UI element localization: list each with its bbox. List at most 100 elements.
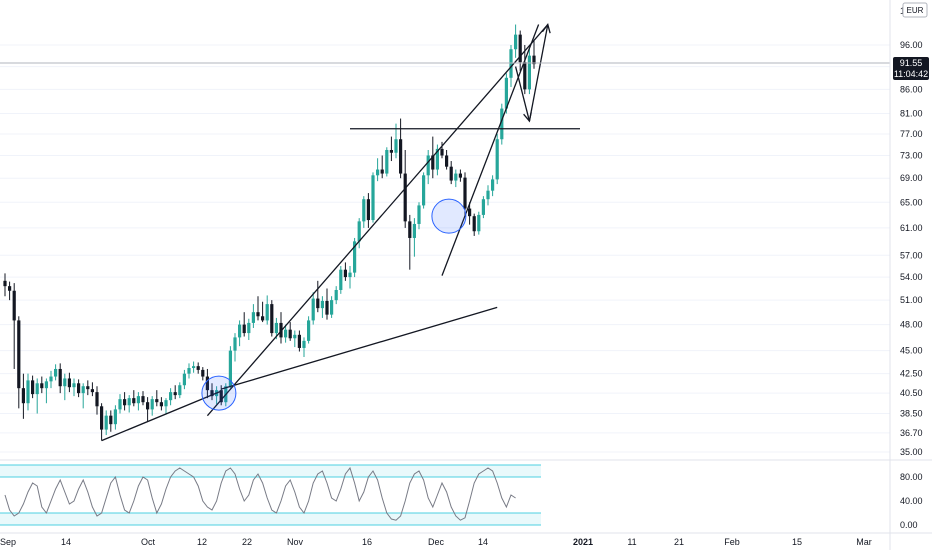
trendline[interactable] bbox=[221, 306, 498, 390]
candle-body[interactable] bbox=[44, 381, 48, 389]
stochastic-line[interactable] bbox=[4, 466, 516, 521]
candle-body[interactable] bbox=[109, 415, 113, 425]
candle-body[interactable] bbox=[3, 280, 7, 287]
time-axis[interactable]: Sep 14 Oct 12 22 Nov 16 Dec 14 2021 11 21 Feb 15 Mar bbox=[0, 537, 872, 547]
candle-body[interactable] bbox=[348, 272, 352, 278]
candle-body[interactable] bbox=[514, 34, 518, 50]
highlight-circle[interactable] bbox=[431, 198, 467, 234]
candle-body[interactable] bbox=[63, 378, 67, 387]
candle-body[interactable] bbox=[288, 329, 292, 339]
candle-body[interactable] bbox=[399, 139, 403, 174]
candle-body[interactable] bbox=[371, 175, 375, 221]
candle-body[interactable] bbox=[205, 376, 209, 391]
candle-body[interactable] bbox=[104, 415, 108, 430]
candle-body[interactable] bbox=[17, 320, 21, 389]
candle-body[interactable] bbox=[422, 175, 426, 206]
projection-arrow-shaft[interactable] bbox=[514, 66, 531, 122]
candles[interactable] bbox=[3, 24, 536, 441]
candle-body[interactable] bbox=[509, 49, 513, 78]
candle-body[interactable] bbox=[118, 399, 122, 410]
candle-body[interactable] bbox=[362, 199, 366, 222]
candle-body[interactable] bbox=[219, 390, 223, 403]
candle-body[interactable] bbox=[136, 396, 140, 404]
candle-body[interactable] bbox=[201, 369, 205, 377]
candle-body[interactable] bbox=[518, 34, 522, 63]
candle-body[interactable] bbox=[486, 190, 490, 200]
candle-body[interactable] bbox=[173, 392, 177, 396]
candle-body[interactable] bbox=[532, 55, 536, 65]
candle-body[interactable] bbox=[320, 300, 324, 309]
candle-body[interactable] bbox=[316, 298, 320, 309]
candle-body[interactable] bbox=[127, 398, 131, 406]
candle-body[interactable] bbox=[187, 368, 191, 374]
candle-body[interactable] bbox=[265, 304, 269, 321]
highlight-circle[interactable] bbox=[201, 375, 237, 411]
candle-body[interactable] bbox=[403, 173, 407, 222]
candle-body[interactable] bbox=[495, 139, 499, 180]
candle-body[interactable] bbox=[481, 199, 485, 215]
candle-body[interactable] bbox=[256, 312, 260, 317]
candle-body[interactable] bbox=[334, 289, 338, 301]
candle-body[interactable] bbox=[247, 322, 251, 334]
candle-body[interactable] bbox=[491, 179, 495, 191]
candle-body[interactable] bbox=[302, 340, 306, 348]
candle-body[interactable] bbox=[385, 149, 389, 174]
candle-body[interactable] bbox=[54, 368, 58, 377]
candle-body[interactable] bbox=[26, 380, 30, 404]
candle-body[interactable] bbox=[307, 320, 311, 341]
candle-body[interactable] bbox=[449, 166, 453, 181]
candle-body[interactable] bbox=[164, 400, 168, 407]
candle-body[interactable] bbox=[353, 241, 357, 273]
candle-body[interactable] bbox=[228, 350, 232, 387]
candle-body[interactable] bbox=[146, 402, 150, 410]
candle-body[interactable] bbox=[251, 312, 255, 323]
trendlines[interactable] bbox=[101, 23, 580, 442]
candle-body[interactable] bbox=[90, 389, 94, 393]
trendline[interactable] bbox=[206, 24, 549, 417]
candle-body[interactable] bbox=[463, 177, 467, 209]
candle-body[interactable] bbox=[159, 402, 163, 407]
candle-body[interactable] bbox=[100, 406, 104, 430]
candle-body[interactable] bbox=[261, 316, 265, 321]
candle-body[interactable] bbox=[95, 392, 99, 407]
candle-body[interactable] bbox=[113, 409, 117, 425]
candle-body[interactable] bbox=[141, 396, 145, 403]
candle-body[interactable] bbox=[242, 324, 246, 334]
candle-body[interactable] bbox=[233, 337, 237, 351]
candle-body[interactable] bbox=[477, 214, 481, 232]
candle-body[interactable] bbox=[182, 373, 186, 386]
candle-body[interactable] bbox=[21, 388, 25, 404]
candle-body[interactable] bbox=[311, 298, 315, 321]
candle-body[interactable] bbox=[293, 334, 297, 339]
candle-body[interactable] bbox=[155, 399, 159, 403]
candle-body[interactable] bbox=[527, 55, 531, 90]
candle-body[interactable] bbox=[330, 300, 334, 315]
candle-body[interactable] bbox=[504, 77, 508, 109]
candle-body[interactable] bbox=[67, 378, 71, 388]
highlight-circles[interactable] bbox=[201, 198, 467, 411]
candle-body[interactable] bbox=[435, 148, 439, 170]
candle-body[interactable] bbox=[380, 169, 384, 174]
candle-body[interactable] bbox=[445, 155, 449, 167]
candle-body[interactable] bbox=[389, 149, 393, 153]
candle-body[interactable] bbox=[284, 329, 288, 338]
candle-body[interactable] bbox=[58, 368, 62, 387]
candle-body[interactable] bbox=[366, 199, 370, 221]
candle-body[interactable] bbox=[178, 385, 182, 396]
candle-body[interactable] bbox=[440, 148, 444, 156]
candle-body[interactable] bbox=[150, 399, 154, 410]
candle-body[interactable] bbox=[325, 300, 329, 315]
stochastic-panel[interactable] bbox=[0, 464, 541, 526]
candle-body[interactable] bbox=[196, 366, 200, 370]
candle-body[interactable] bbox=[274, 322, 278, 334]
candle-body[interactable] bbox=[394, 139, 398, 153]
candle-body[interactable] bbox=[81, 386, 85, 394]
candle-body[interactable] bbox=[297, 334, 301, 348]
candle-body[interactable] bbox=[412, 223, 416, 238]
trendline[interactable] bbox=[441, 24, 540, 276]
candle-body[interactable] bbox=[192, 366, 196, 369]
candle-body[interactable] bbox=[270, 304, 274, 334]
candle-body[interactable] bbox=[31, 380, 35, 395]
candle-body[interactable] bbox=[8, 286, 12, 291]
candle-body[interactable] bbox=[77, 383, 81, 394]
